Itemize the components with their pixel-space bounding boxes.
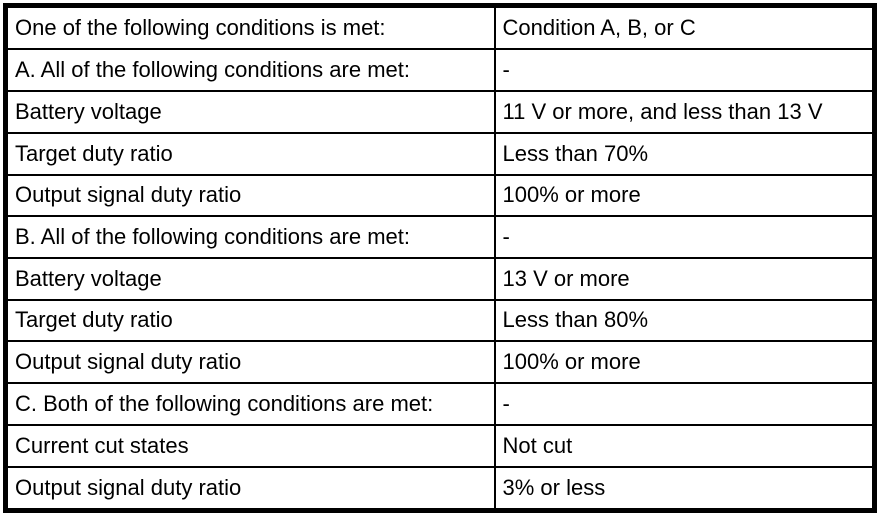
condition-value: Condition A, B, or C: [493, 4, 876, 51]
table-row: Output signal duty ratio 100% or more: [4, 173, 876, 218]
condition-value: -: [493, 215, 876, 259]
condition-value: 100% or more: [493, 173, 876, 218]
condition-label: B. All of the following conditions are m…: [4, 215, 496, 259]
conditions-table: One of the following conditions is met: …: [3, 3, 877, 513]
table-row: Output signal duty ratio 3% or less: [4, 465, 876, 512]
table-row: One of the following conditions is met: …: [4, 4, 876, 51]
condition-label: Battery voltage: [4, 90, 496, 134]
condition-value: Less than 80%: [493, 298, 876, 343]
condition-value: Not cut: [493, 423, 876, 468]
condition-label: Output signal duty ratio: [4, 465, 496, 512]
table-row: Output signal duty ratio 100% or more: [4, 340, 876, 385]
table-row: Battery voltage 11 V or more, and less t…: [4, 90, 876, 134]
condition-value: Less than 70%: [493, 131, 876, 176]
condition-label: One of the following conditions is met:: [4, 4, 496, 51]
condition-label: Output signal duty ratio: [4, 173, 496, 218]
condition-value: 100% or more: [493, 340, 876, 385]
table-row: B. All of the following conditions are m…: [4, 215, 876, 259]
condition-value: -: [493, 382, 876, 426]
condition-label: Current cut states: [4, 423, 496, 468]
table-row: C. Both of the following conditions are …: [4, 382, 876, 426]
condition-value: 3% or less: [493, 465, 876, 512]
table-row: A. All of the following conditions are m…: [4, 48, 876, 93]
condition-label: C. Both of the following conditions are …: [4, 382, 496, 426]
table-row: Current cut states Not cut: [4, 423, 876, 468]
condition-label: Output signal duty ratio: [4, 340, 496, 385]
condition-value: 11 V or more, and less than 13 V: [493, 90, 876, 134]
table-row: Target duty ratio Less than 80%: [4, 298, 876, 343]
condition-label: Target duty ratio: [4, 298, 496, 343]
condition-label: Battery voltage: [4, 256, 496, 301]
condition-label: A. All of the following conditions are m…: [4, 48, 496, 93]
table-row: Target duty ratio Less than 70%: [4, 131, 876, 176]
condition-value: -: [493, 48, 876, 93]
condition-label: Target duty ratio: [4, 131, 496, 176]
table-row: Battery voltage 13 V or more: [4, 256, 876, 301]
condition-value: 13 V or more: [493, 256, 876, 301]
